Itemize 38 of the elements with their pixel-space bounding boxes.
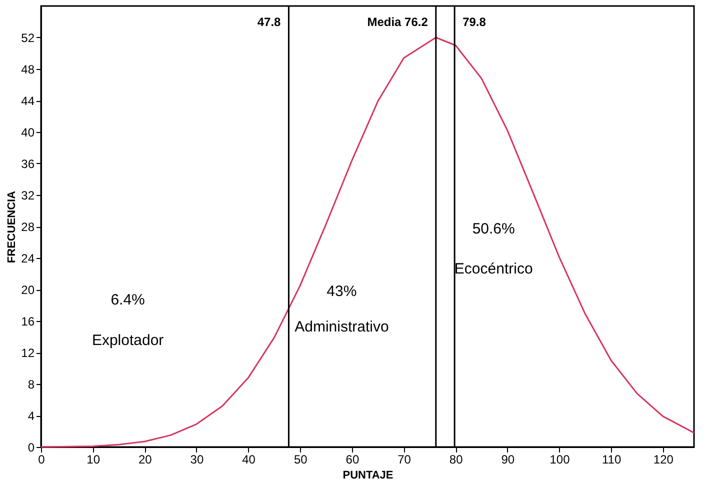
ref-line-label: Media 76.2 [367,15,428,29]
ref-line-label: 47.8 [257,15,282,29]
annotation: 43% [326,282,357,300]
x-tick-label: 90 [501,452,515,466]
y-tick-label: 28 [21,220,35,234]
y-tick-label: 36 [21,157,35,171]
y-tick-label: 12 [21,346,35,360]
x-tick-label: 80 [449,452,464,466]
y-tick-label: 44 [21,94,35,108]
y-tick-label: 52 [21,31,35,45]
x-axis-title: PUNTAJE [342,470,394,482]
ref-line-label: 79.8 [462,15,486,29]
x-tick-label: 110 [602,452,622,466]
annotation: Ecocéntrico [454,260,533,278]
x-tick-label: 20 [138,452,152,466]
y-tick-label: 4 [28,409,35,423]
x-tick-label: 0 [38,452,46,466]
y-tick-label: 32 [21,188,35,202]
y-tick-label: 0 [28,440,35,454]
x-tick-label: 50 [294,452,308,466]
x-tick-label: 120 [653,452,674,466]
y-tick-label: 16 [21,314,35,328]
x-tick-label: 60 [346,452,360,466]
annotation: Administrativo [294,318,389,336]
y-tick-label: 20 [21,283,35,297]
y-axis-title: FRECUENCIA [6,190,18,264]
x-tick-label: 70 [398,452,412,466]
y-tick-label: 40 [21,126,35,140]
annotation: Explotador [92,332,164,349]
y-tick-label: 48 [21,62,35,76]
x-tick-label: 40 [242,452,256,466]
y-tick-label: 24 [21,252,35,266]
annotation: 50.6% [472,220,515,238]
y-tick-label: 8 [28,378,35,392]
x-tick-label: 30 [190,452,204,466]
x-tick-label: 10 [86,452,100,466]
annotation: 6.4% [110,292,145,309]
x-tick-label: 100 [550,452,570,466]
